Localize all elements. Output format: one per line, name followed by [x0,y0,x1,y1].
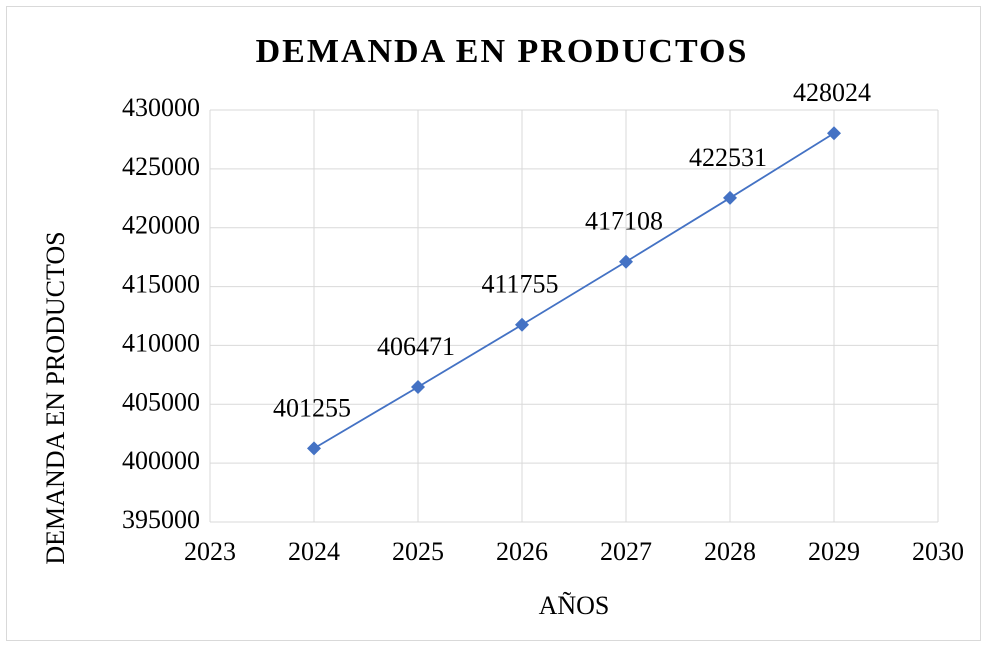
y-tick-label: 420000 [122,211,200,240]
marker [515,317,529,332]
x-tick-label: 2027 [600,537,652,566]
y-tick-label: 415000 [122,270,200,299]
y-tick-label: 400000 [122,446,200,475]
data-label: 406471 [377,332,455,361]
marker [307,441,321,456]
y-tick-label: 395000 [122,505,200,534]
data-label: 422531 [689,143,767,172]
marker [723,190,737,205]
marker [411,379,425,394]
data-label: 411755 [481,270,558,299]
marker [619,254,633,269]
chart-border [6,6,981,641]
x-tick-label: 2030 [912,537,964,566]
x-tick-label: 2026 [496,537,548,566]
y-tick-label: 405000 [122,387,200,416]
y-tick-label: 410000 [122,328,200,357]
data-label: 417108 [585,207,663,236]
x-axis-label: AÑOS [539,591,610,620]
line-series [313,132,835,450]
y-tick-label: 430000 [122,93,200,122]
chart-title: DEMANDA EN PRODUCTOS [256,33,749,70]
x-tick-label: 2023 [184,537,236,566]
x-tick-label: 2028 [704,537,756,566]
marker [827,126,841,141]
y-axis-label: DEMANDA EN PRODUCTOS [41,231,70,564]
data-label: 401255 [273,393,351,422]
x-tick-label: 2024 [288,537,340,566]
x-tick-label: 2029 [808,537,860,566]
y-tick-label: 425000 [122,152,200,181]
x-tick-label: 2025 [392,537,444,566]
data-label: 428024 [793,78,871,107]
